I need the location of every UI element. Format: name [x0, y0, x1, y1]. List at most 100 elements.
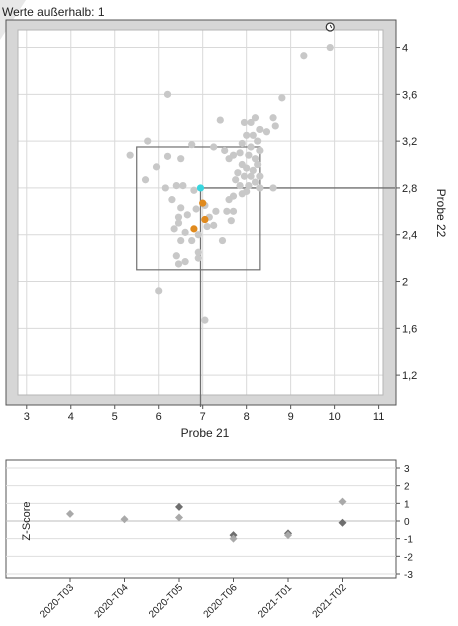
x-tick-label: 9	[288, 411, 294, 423]
x-tick-label: 7	[200, 411, 206, 423]
zscore-y-tick-label: -1	[404, 535, 413, 546]
data-point-gray	[192, 205, 200, 213]
zscore-point-light	[284, 531, 292, 540]
zscore-category-label: 2021-T01	[256, 582, 294, 620]
x-tick-label: 6	[156, 411, 162, 423]
data-point-gray	[269, 114, 277, 122]
data-point-gray	[174, 213, 183, 221]
data-point-gray	[278, 94, 286, 102]
main-y-axis: 1,2 1,6 2 2,4 2,8 3,2 3,6 4	[395, 20, 417, 405]
x-tick-label: 3	[24, 411, 30, 423]
data-point-gray	[210, 143, 218, 151]
zscore-point-light	[338, 497, 347, 506]
zscore-category-label: 2020-T03	[38, 582, 76, 620]
zscore-category-label: 2020-T06	[202, 582, 240, 620]
zscore-y-tick-label: -2	[404, 552, 413, 563]
data-point-gray	[216, 116, 224, 124]
data-point-gray	[152, 163, 161, 171]
data-point-gray	[227, 217, 235, 225]
data-point-gray	[126, 151, 134, 159]
data-point-gray	[234, 169, 242, 177]
y-tick-label: 3,6	[402, 89, 417, 101]
main-x-axis-title: Probe 21	[181, 426, 230, 440]
main-x-axis: 3 4 5 6 7 8 9 10 11	[6, 404, 396, 423]
data-point-gray	[179, 181, 187, 190]
data-point-gray	[168, 196, 176, 204]
zscore-y-tick-label: -3	[404, 570, 413, 581]
data-point-cyan	[196, 184, 205, 192]
data-point-gray	[188, 141, 196, 149]
data-point-gray	[326, 43, 334, 52]
data-point-gray	[240, 172, 249, 180]
data-point-gray	[190, 186, 198, 194]
data-point-orange	[199, 199, 207, 207]
data-point-gray	[188, 236, 196, 245]
data-point-gray	[201, 316, 209, 324]
data-point-gray	[251, 178, 260, 186]
data-point-gray	[155, 287, 163, 295]
reference-box	[136, 146, 261, 271]
data-point-gray	[210, 221, 218, 229]
data-point-gray	[144, 137, 152, 145]
data-point-gray	[254, 137, 262, 145]
data-point-gray	[194, 231, 202, 239]
data-point-gray	[163, 152, 172, 160]
zscore-point-dark	[175, 502, 183, 511]
data-point-gray	[174, 219, 183, 227]
zscore-grid	[6, 467, 396, 575]
data-point-gray	[238, 160, 246, 169]
data-point-gray	[232, 176, 240, 184]
main-overlays	[136, 22, 395, 407]
data-point-gray	[300, 52, 308, 60]
data-point-gray	[262, 128, 271, 136]
data-point-gray	[225, 155, 233, 163]
data-point-gray	[251, 155, 260, 163]
zscore-y-tick-label: 3	[404, 464, 410, 475]
zscore-x-axis: 2020-T03 2020-T04 2020-T05 2020-T06 2021-T01…	[38, 578, 349, 620]
data-point-gray	[238, 139, 246, 148]
zscore-point-light	[66, 509, 74, 518]
data-point-gray	[245, 151, 253, 159]
y-tick-label: 2	[402, 277, 408, 289]
data-point-orange	[201, 215, 209, 224]
data-point-gray	[243, 131, 251, 139]
data-point-gray	[203, 222, 211, 231]
data-point-gray	[236, 181, 244, 190]
x-tick-label: 10	[329, 411, 341, 423]
data-point-gray	[247, 172, 255, 180]
data-point-orange	[190, 225, 198, 233]
data-point-gray	[249, 131, 257, 139]
data-point-gray	[256, 146, 264, 155]
data-point-gray	[256, 125, 264, 134]
data-point-gray	[247, 143, 255, 151]
y-tick-label: 3,2	[402, 136, 417, 148]
data-point-gray	[221, 146, 229, 155]
data-point-gray	[194, 254, 202, 262]
data-point-gray	[256, 172, 264, 180]
zscore-category-label: 2020-T05	[147, 582, 185, 620]
main-points	[126, 43, 334, 324]
data-point-gray	[245, 181, 253, 190]
y-tick-label: 1,2	[402, 370, 417, 382]
zscore-y-axis-title: Z-Score	[21, 501, 33, 540]
zscore-point-light	[120, 515, 129, 524]
data-point-gray	[177, 204, 185, 212]
zscore-y-tick-label: 2	[404, 482, 410, 493]
data-point-gray	[163, 90, 172, 98]
data-point-gray	[240, 118, 249, 127]
x-tick-label: 11	[373, 411, 384, 423]
zscore-y-tick-label: 0	[404, 517, 410, 528]
zscore-y-tick-label: 1	[404, 499, 410, 510]
zscore-point-light	[175, 513, 183, 522]
data-point-gray	[183, 211, 191, 219]
main-y-axis-title: Probe 22	[434, 189, 448, 238]
outliers-count-label: Werte außerhalb: 1	[2, 5, 105, 19]
data-point-gray	[194, 248, 202, 256]
zscore-category-label: 2020-T04	[93, 582, 131, 620]
y-tick-label: 1,6	[402, 323, 417, 335]
data-point-gray	[212, 207, 220, 215]
data-point-gray	[269, 184, 277, 192]
data-point-gray	[223, 207, 231, 215]
y-tick-label: 2,8	[402, 183, 417, 195]
